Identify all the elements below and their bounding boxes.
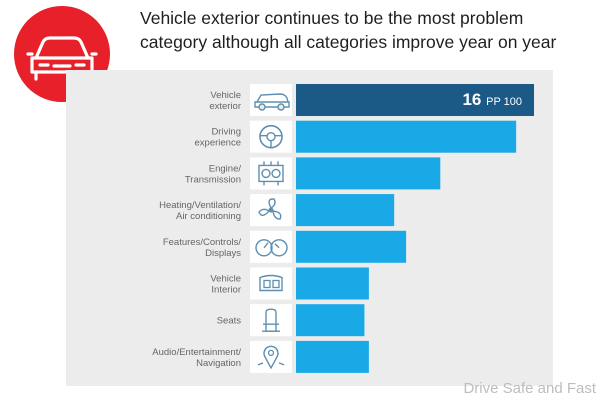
bar — [296, 304, 365, 337]
category-label: Seats — [217, 316, 242, 327]
bar — [296, 230, 407, 263]
fan-icon — [250, 194, 292, 227]
category-label: Vehicle Interior — [210, 274, 241, 296]
category-label: Heating/Ventilation/Air conditioning — [159, 200, 241, 222]
chart-panel: Vehicle exterior 16 PP 100 Driving experienc… — [66, 70, 553, 386]
bar — [296, 157, 441, 190]
category-label: Vehicle exterior — [209, 90, 241, 112]
gauge-icon — [250, 230, 292, 263]
chart-title: Vehicle exterior continues to be the mos… — [140, 8, 557, 52]
category-label: Audio/Entertainment/Navigation — [152, 347, 241, 369]
bar-chart: Vehicle exterior 16 PP 100 Driving experienc… — [152, 84, 534, 373]
category-label: Features/Controls/Displays — [163, 237, 242, 259]
engine-icon — [250, 157, 292, 190]
bar — [296, 194, 395, 227]
bar — [296, 120, 517, 153]
seat-icon — [250, 304, 292, 337]
watermark: Drive Safe and Fast — [463, 380, 596, 397]
bar — [296, 267, 369, 300]
bar-value-label: 16 PP 100 — [462, 90, 522, 109]
category-label: Engine/Transmission — [185, 163, 241, 185]
car-interior-icon — [250, 267, 292, 300]
car-icon — [250, 84, 292, 116]
steering-wheel-icon — [250, 120, 292, 153]
bar — [296, 340, 369, 373]
category-label: Driving experience — [195, 127, 241, 149]
navigation-icon — [250, 340, 292, 373]
bar — [296, 84, 534, 116]
